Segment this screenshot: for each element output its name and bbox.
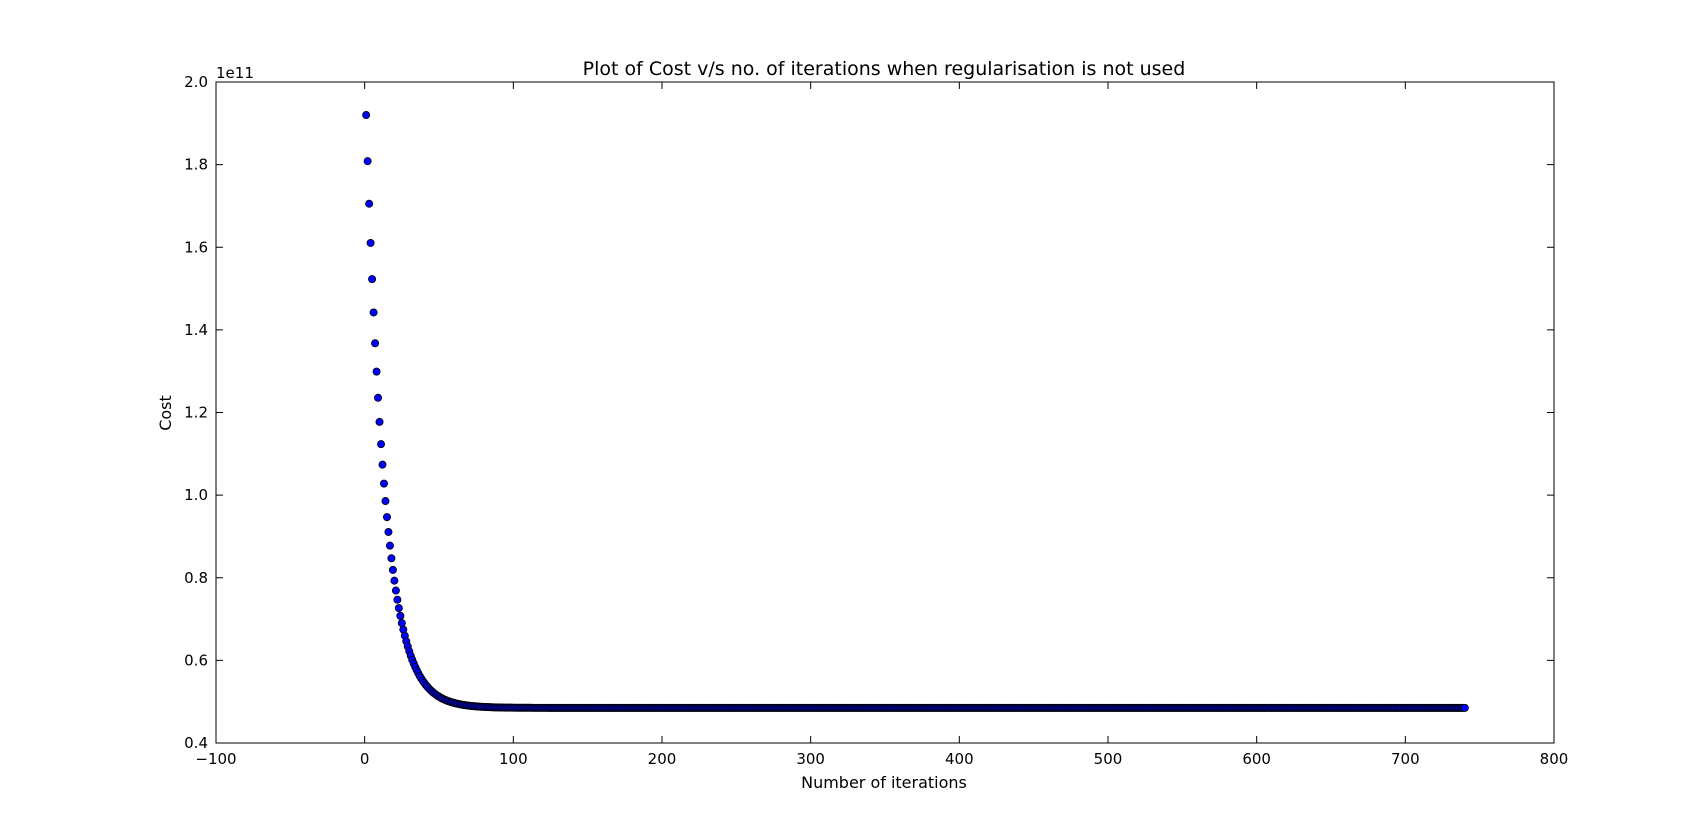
y-tick-label: 1.4 — [184, 321, 208, 339]
chart-title: Plot of Cost v/s no. of iterations when … — [583, 58, 1186, 80]
data-point — [374, 393, 383, 402]
data-point — [384, 527, 393, 536]
x-tick-label: 0 — [360, 750, 370, 768]
x-tick-label: 700 — [1391, 750, 1420, 768]
data-point — [366, 238, 375, 247]
x-tick-label: 800 — [1540, 750, 1569, 768]
data-point — [365, 199, 374, 208]
data-point — [385, 541, 394, 550]
y-tick-label: 0.8 — [184, 569, 208, 587]
data-point — [378, 460, 387, 469]
data-point — [387, 554, 396, 563]
data-point — [372, 367, 381, 376]
data-point — [1460, 703, 1469, 712]
data-point — [388, 565, 397, 574]
x-axis-title: Number of iterations — [801, 773, 967, 792]
y-axis-offset-label: 1e11 — [216, 64, 254, 82]
x-tick-label: 500 — [1094, 750, 1123, 768]
y-tick-label: 1.8 — [184, 156, 208, 174]
x-tick-label: 600 — [1242, 750, 1271, 768]
data-point — [394, 604, 403, 613]
data-point — [390, 576, 399, 585]
data-point — [379, 479, 388, 488]
data-point — [396, 611, 405, 620]
y-tick-label: 1.0 — [184, 486, 208, 504]
y-tick-label: 2.0 — [184, 73, 208, 91]
data-point — [377, 440, 386, 449]
scatter-points — [362, 111, 1469, 712]
axis-ticks — [215, 81, 1555, 744]
data-point — [368, 275, 377, 284]
y-tick-label: 1.2 — [184, 404, 208, 422]
y-tick-label: 1.6 — [184, 238, 208, 256]
data-point — [375, 417, 384, 426]
y-tick-label: 0.6 — [184, 651, 208, 669]
y-axis-tick-labels: 0.4 0.6 0.8 1.0 1.2 1.4 1.6 1.8 2.0 — [184, 73, 208, 752]
data-point — [363, 157, 372, 166]
x-tick-label: 400 — [945, 750, 974, 768]
x-tick-label: 300 — [796, 750, 825, 768]
data-point — [371, 339, 380, 348]
data-point — [362, 111, 371, 120]
x-tick-label: −100 — [195, 750, 236, 768]
x-axis-tick-labels: −100 0 100 200 300 400 500 600 700 800 — [195, 750, 1568, 768]
data-point — [397, 619, 406, 628]
data-point — [391, 586, 400, 595]
y-tick-label: 0.4 — [184, 734, 208, 752]
data-point — [381, 497, 390, 506]
plot-area — [215, 81, 1555, 744]
data-point — [393, 595, 402, 604]
data-point — [369, 308, 378, 317]
y-axis-title: Cost — [156, 395, 175, 431]
data-point — [382, 513, 391, 522]
x-tick-label: 100 — [499, 750, 528, 768]
x-tick-label: 200 — [648, 750, 677, 768]
